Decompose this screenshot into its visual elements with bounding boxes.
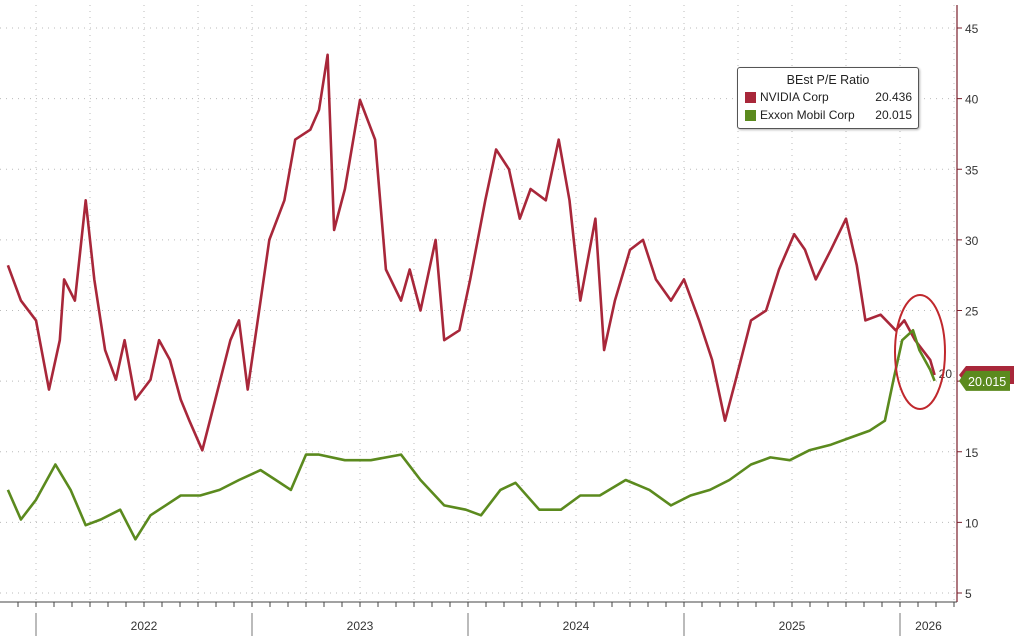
- annotation-ellipse: [894, 294, 946, 410]
- y-tick-label: 5: [965, 587, 972, 601]
- legend-swatch: [745, 109, 756, 121]
- legend: BEst P/E Ratio NVIDIA Corp 20.436 Exxon …: [737, 67, 919, 129]
- x-tick-label: 2025: [779, 619, 806, 633]
- legend-item-nvidia: NVIDIA Corp 20.436: [738, 88, 918, 106]
- legend-item-exxon: Exxon Mobil Corp 20.015: [738, 106, 918, 124]
- last-value-tag-exxon: [959, 370, 1010, 391]
- y-tick-label: 25: [965, 305, 979, 319]
- x-tick-label: 2024: [563, 619, 590, 633]
- y-tick-label: 10: [965, 516, 979, 530]
- y-tick-label: 35: [965, 163, 979, 177]
- series-line-exxon: [6, 328, 936, 541]
- legend-swatch: [745, 91, 756, 103]
- x-tick-label: 2022: [131, 619, 158, 633]
- y-tick-label: 45: [965, 22, 979, 36]
- x-tick-label: 2023: [347, 619, 374, 633]
- legend-label: Exxon Mobil Corp: [760, 108, 855, 122]
- legend-value: 20.015: [875, 108, 912, 122]
- y-tick-label: 30: [965, 234, 979, 248]
- legend-value: 20.436: [875, 90, 912, 104]
- last-value-label-exxon: 20.015: [968, 375, 1006, 389]
- legend-title: BEst P/E Ratio: [786, 73, 870, 87]
- x-tick-label: 2026: [915, 619, 942, 633]
- legend-label: NVIDIA Corp: [760, 90, 829, 104]
- y-tick-label: 20: [939, 367, 953, 381]
- y-tick-label: 40: [965, 93, 979, 107]
- series-line-nvidia: [6, 53, 936, 452]
- y-tick-label: 15: [965, 446, 979, 460]
